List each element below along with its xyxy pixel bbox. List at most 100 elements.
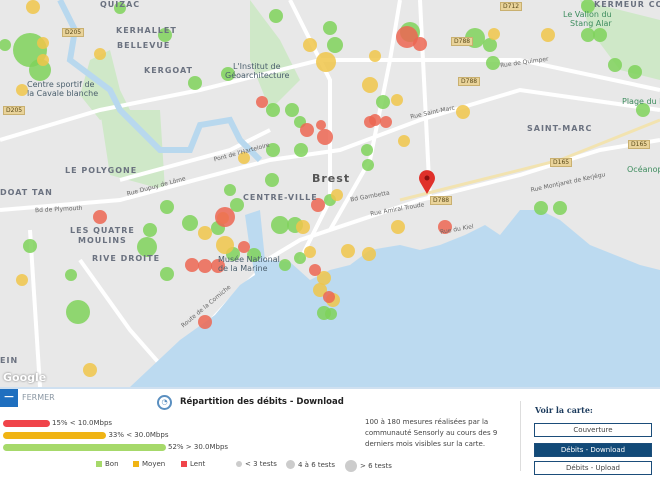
download-button[interactable]: Débits - Download	[534, 443, 652, 457]
speed-marker-lent[interactable]	[300, 123, 314, 137]
speed-marker-bon[interactable]	[608, 58, 622, 72]
speed-marker-bon[interactable]	[143, 223, 157, 237]
speed-marker-moyen[interactable]	[303, 38, 317, 52]
poi-label: la Cavale blanche	[27, 89, 99, 98]
speed-marker-moyen[interactable]	[456, 105, 470, 119]
coverage-button[interactable]: Couverture	[534, 423, 652, 437]
speed-marker-lent[interactable]	[316, 120, 326, 130]
speed-marker-bon[interactable]	[188, 76, 202, 90]
speed-marker-moyen[interactable]	[391, 94, 403, 106]
upload-button[interactable]: Débits - Upload	[534, 461, 652, 475]
speed-marker-moyen[interactable]	[541, 28, 555, 42]
speed-marker-moyen[interactable]	[26, 0, 40, 14]
speed-marker-bon[interactable]	[361, 144, 373, 156]
speed-marker-bon[interactable]	[266, 103, 280, 117]
speed-marker-moyen[interactable]	[37, 54, 49, 66]
speed-marker-moyen[interactable]	[362, 247, 376, 261]
speed-marker-bon[interactable]	[160, 200, 174, 214]
map-canvas[interactable]	[0, 0, 660, 387]
speed-marker-moyen[interactable]	[198, 226, 212, 240]
speed-marker-moyen[interactable]	[362, 77, 378, 93]
speed-marker-bon[interactable]	[483, 38, 497, 52]
speed-marker-moyen[interactable]	[313, 283, 327, 297]
speed-marker-moyen[interactable]	[37, 37, 49, 49]
close-label[interactable]: FERMER	[22, 393, 55, 402]
legend-swatch-red	[181, 461, 187, 467]
speed-marker-bon[interactable]	[65, 269, 77, 281]
sea	[130, 210, 660, 387]
location-pin-icon[interactable]	[419, 170, 435, 194]
speed-marker-bon[interactable]	[269, 9, 283, 23]
speed-marker-moyen[interactable]	[391, 220, 405, 234]
speed-marker-bon[interactable]	[327, 37, 343, 53]
speed-marker-moyen[interactable]	[317, 271, 331, 285]
speed-marker-bon[interactable]	[266, 143, 280, 157]
speed-marker-bon[interactable]	[534, 201, 548, 215]
speed-marker-moyen[interactable]	[341, 244, 355, 258]
speed-marker-lent[interactable]	[185, 258, 199, 272]
speed-marker-bon[interactable]	[376, 95, 390, 109]
speed-marker-moyen[interactable]	[304, 246, 316, 258]
speed-marker-bon[interactable]	[114, 2, 126, 14]
speed-marker-moyen[interactable]	[238, 152, 250, 164]
speed-marker-lent[interactable]	[198, 315, 212, 329]
speed-marker-bon[interactable]	[593, 28, 607, 42]
speed-marker-lent[interactable]	[396, 26, 418, 48]
speed-marker-lent[interactable]	[309, 264, 321, 276]
close-button[interactable]: −	[0, 389, 18, 407]
speed-marker-bon[interactable]	[486, 56, 500, 70]
speed-marker-bon[interactable]	[581, 0, 595, 13]
speed-marker-bon[interactable]	[636, 103, 650, 117]
speed-marker-moyen[interactable]	[316, 52, 336, 72]
speed-marker-lent[interactable]	[211, 259, 225, 273]
speed-marker-bon[interactable]	[160, 267, 174, 281]
speed-marker-bon[interactable]	[294, 252, 306, 264]
speed-marker-bon[interactable]	[158, 28, 172, 42]
speed-marker-moyen[interactable]	[296, 220, 310, 234]
speed-marker-bon[interactable]	[230, 198, 244, 212]
district-label: KERGOAT	[144, 66, 194, 75]
speed-marker-lent[interactable]	[215, 207, 235, 227]
speed-marker-lent[interactable]	[438, 220, 452, 234]
speed-marker-lent[interactable]	[198, 259, 212, 273]
speed-marker-lent[interactable]	[380, 116, 392, 128]
speed-marker-lent[interactable]	[238, 241, 250, 253]
speed-marker-bon[interactable]	[265, 173, 279, 187]
speed-marker-bon[interactable]	[247, 248, 261, 262]
speed-marker-moyen[interactable]	[488, 28, 500, 40]
speed-marker-bon[interactable]	[294, 143, 308, 157]
speed-marker-lent[interactable]	[364, 116, 376, 128]
speed-marker-bon[interactable]	[182, 215, 198, 231]
speed-marker-lent[interactable]	[413, 37, 427, 51]
speed-marker-bon[interactable]	[285, 103, 299, 117]
speed-marker-bon[interactable]	[271, 216, 289, 234]
speed-marker-moyen[interactable]	[216, 236, 234, 254]
speed-marker-moyen[interactable]	[16, 84, 28, 96]
map[interactable]: QUIZAC KERHALLET BELLEVUE KERGOAT LE POLYGON…	[0, 0, 660, 387]
speed-marker-bon[interactable]	[323, 21, 337, 35]
speed-marker-bon[interactable]	[23, 239, 37, 253]
speed-marker-moyen[interactable]	[331, 189, 343, 201]
speed-marker-bon[interactable]	[581, 28, 595, 42]
speed-marker-bon[interactable]	[553, 201, 567, 215]
speed-marker-bon[interactable]	[224, 184, 236, 196]
speed-marker-bon[interactable]	[66, 300, 90, 324]
speed-marker-moyen[interactable]	[94, 48, 106, 60]
speed-marker-lent[interactable]	[323, 291, 335, 303]
speed-marker-moyen[interactable]	[16, 274, 28, 286]
speed-marker-bon[interactable]	[279, 259, 291, 271]
speed-marker-lent[interactable]	[311, 198, 325, 212]
speed-marker-bon[interactable]	[221, 67, 235, 81]
road-badge: D165	[628, 140, 651, 149]
speed-marker-lent[interactable]	[317, 129, 333, 145]
speed-marker-bon[interactable]	[137, 237, 157, 257]
speed-marker-bon[interactable]	[325, 308, 337, 320]
speed-marker-bon[interactable]	[0, 39, 11, 51]
speed-marker-lent[interactable]	[93, 210, 107, 224]
speed-marker-moyen[interactable]	[398, 135, 410, 147]
speed-marker-lent[interactable]	[256, 96, 268, 108]
speed-marker-bon[interactable]	[362, 159, 374, 171]
speed-marker-bon[interactable]	[628, 65, 642, 79]
speed-marker-moyen[interactable]	[83, 363, 97, 377]
speed-marker-moyen[interactable]	[369, 50, 381, 62]
